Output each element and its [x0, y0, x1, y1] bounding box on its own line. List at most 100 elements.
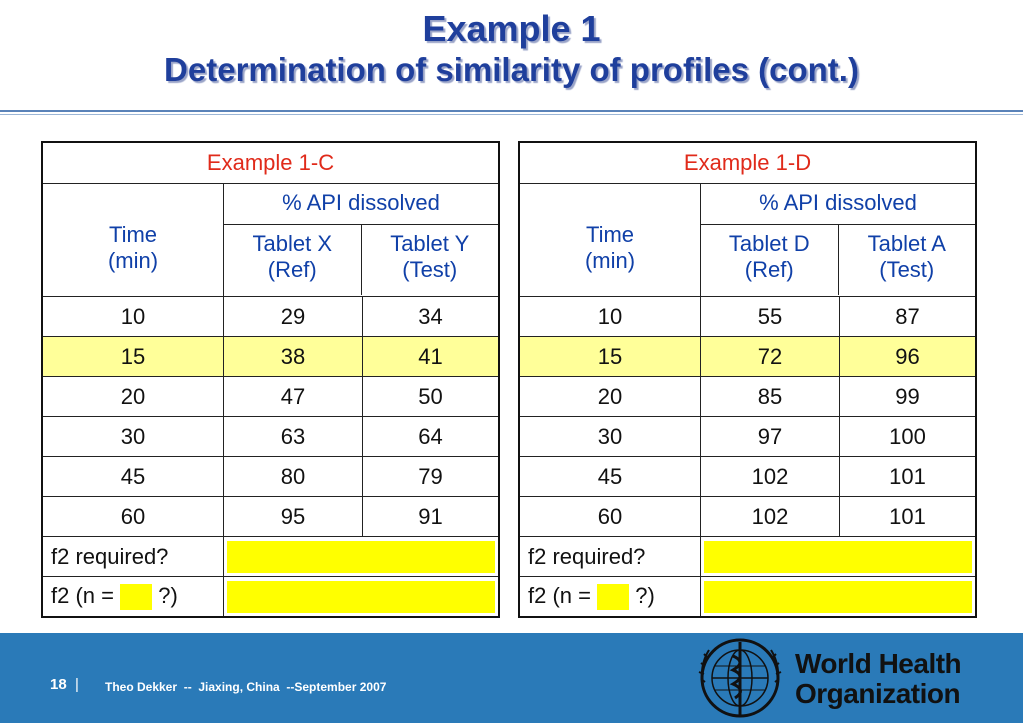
cell-time: 15	[518, 336, 701, 377]
table-row: 60 95 91	[41, 496, 500, 537]
f2-required-row: f2 required?	[518, 536, 977, 577]
who-logo: World Health Organization	[695, 636, 975, 720]
cell-test: 101	[839, 456, 977, 497]
title-line-2: Determination of similarity of profiles …	[164, 51, 859, 88]
f2-suffix: ?)	[158, 582, 178, 608]
col-test-header: Tablet A (Test)	[839, 225, 976, 295]
cell-test: 99	[839, 376, 977, 417]
col-time-line1: Time	[585, 222, 635, 247]
cell-ref: 72	[700, 336, 840, 377]
col-test-header: Tablet Y (Test)	[362, 225, 499, 295]
f2-value-row: f2 (n = ?)	[41, 576, 500, 618]
table-header: Example 1-D	[518, 141, 977, 184]
table-row: 45 102 101	[518, 456, 977, 497]
f2-value-answer	[223, 576, 500, 618]
who-emblem-icon	[698, 638, 782, 718]
cell-test: 87	[839, 296, 977, 337]
cell-test: 64	[362, 416, 500, 457]
table-header: Example 1-C	[41, 141, 500, 184]
table-row-highlighted: 15 38 41	[41, 336, 500, 377]
col-time-line2: (min)	[107, 248, 159, 273]
who-name-line2: Organization	[795, 678, 961, 709]
api-label: % API dissolved	[224, 184, 498, 225]
title-line-1: Example 1	[422, 8, 601, 49]
slide-title: Example 1 Determination of similarity of…	[0, 8, 1023, 90]
cell-ref: 97	[700, 416, 840, 457]
cell-ref: 63	[223, 416, 363, 457]
col-time-line1: Time	[108, 222, 158, 247]
col-time-header: Time (min)	[518, 183, 701, 297]
cell-ref: 102	[700, 456, 840, 497]
cell-time: 20	[518, 376, 701, 417]
f2-value-label: f2 (n = ?)	[41, 576, 224, 618]
f2-suffix: ?)	[635, 582, 655, 608]
col-ref-line2: (Ref)	[744, 257, 794, 282]
api-label: % API dissolved	[701, 184, 975, 225]
answer-box	[704, 540, 972, 573]
answer-box	[227, 580, 495, 613]
f2-required-label: f2 required?	[41, 536, 224, 577]
cell-time: 30	[41, 416, 224, 457]
f2-value-label: f2 (n = ?)	[518, 576, 701, 618]
n-answer-box	[597, 584, 630, 611]
table-row: 30 97 100	[518, 416, 977, 457]
cell-ref: 47	[223, 376, 363, 417]
f2-prefix: f2 (n =	[51, 582, 114, 608]
f2-prefix: f2 (n =	[528, 582, 591, 608]
cell-time: 15	[41, 336, 224, 377]
api-group-header: % API dissolved Tablet X (Ref) Tablet Y …	[223, 183, 500, 297]
cell-time: 45	[518, 456, 701, 497]
col-time-line2: (min)	[584, 248, 636, 273]
cell-test: 79	[362, 456, 500, 497]
cell-time: 10	[41, 296, 224, 337]
cell-test: 100	[839, 416, 977, 457]
col-ref-line1: Tablet X	[252, 231, 333, 256]
col-ref-header: Tablet X (Ref)	[224, 225, 362, 295]
f2-required-answer	[223, 536, 500, 577]
f2-required-row: f2 required?	[41, 536, 500, 577]
cell-time: 45	[41, 456, 224, 497]
f2-required-label: f2 required?	[518, 536, 701, 577]
cell-ref: 95	[223, 496, 363, 537]
table-row: 10 29 34	[41, 296, 500, 337]
table-row: 20 47 50	[41, 376, 500, 417]
footer-bar	[0, 633, 1023, 723]
col-time-header: Time (min)	[41, 183, 224, 297]
col-test-line2: (Test)	[402, 257, 458, 282]
who-name-line1: World Health	[795, 648, 962, 679]
cell-ref: 80	[223, 456, 363, 497]
cell-ref: 29	[223, 296, 363, 337]
page-number: 18	[50, 676, 67, 693]
col-test-line1: Tablet Y	[390, 231, 470, 256]
n-answer-box	[120, 584, 153, 611]
cell-test: 34	[362, 296, 500, 337]
cell-test: 101	[839, 496, 977, 537]
col-test-line2: (Test)	[879, 257, 935, 282]
table-row: 10 55 87	[518, 296, 977, 337]
cell-time: 60	[518, 496, 701, 537]
title-divider-thin	[0, 114, 1023, 115]
answer-box	[704, 580, 972, 613]
table-row: 30 63 64	[41, 416, 500, 457]
col-ref-line2: (Ref)	[267, 257, 317, 282]
cell-test: 41	[362, 336, 500, 377]
table-row-highlighted: 15 72 96	[518, 336, 977, 377]
cell-ref: 85	[700, 376, 840, 417]
col-ref-header: Tablet D (Ref)	[701, 225, 839, 295]
answer-box	[227, 540, 495, 573]
api-group-header: % API dissolved Tablet D (Ref) Tablet A …	[700, 183, 977, 297]
table-row: 60 102 101	[518, 496, 977, 537]
col-test-line1: Tablet A	[867, 231, 946, 256]
cell-test: 50	[362, 376, 500, 417]
table-row: 45 80 79	[41, 456, 500, 497]
table-example-1c: Example 1-C Time (min) % API dissolved T…	[41, 141, 500, 618]
cell-test: 91	[362, 496, 500, 537]
table-example-1d: Example 1-D Time (min) % API dissolved T…	[518, 141, 977, 618]
cell-time: 10	[518, 296, 701, 337]
table-row: 20 85 99	[518, 376, 977, 417]
page-separator: |	[75, 676, 79, 693]
f2-value-row: f2 (n = ?)	[518, 576, 977, 618]
f2-value-answer	[700, 576, 977, 618]
f2-required-answer	[700, 536, 977, 577]
col-ref-line1: Tablet D	[728, 231, 810, 256]
